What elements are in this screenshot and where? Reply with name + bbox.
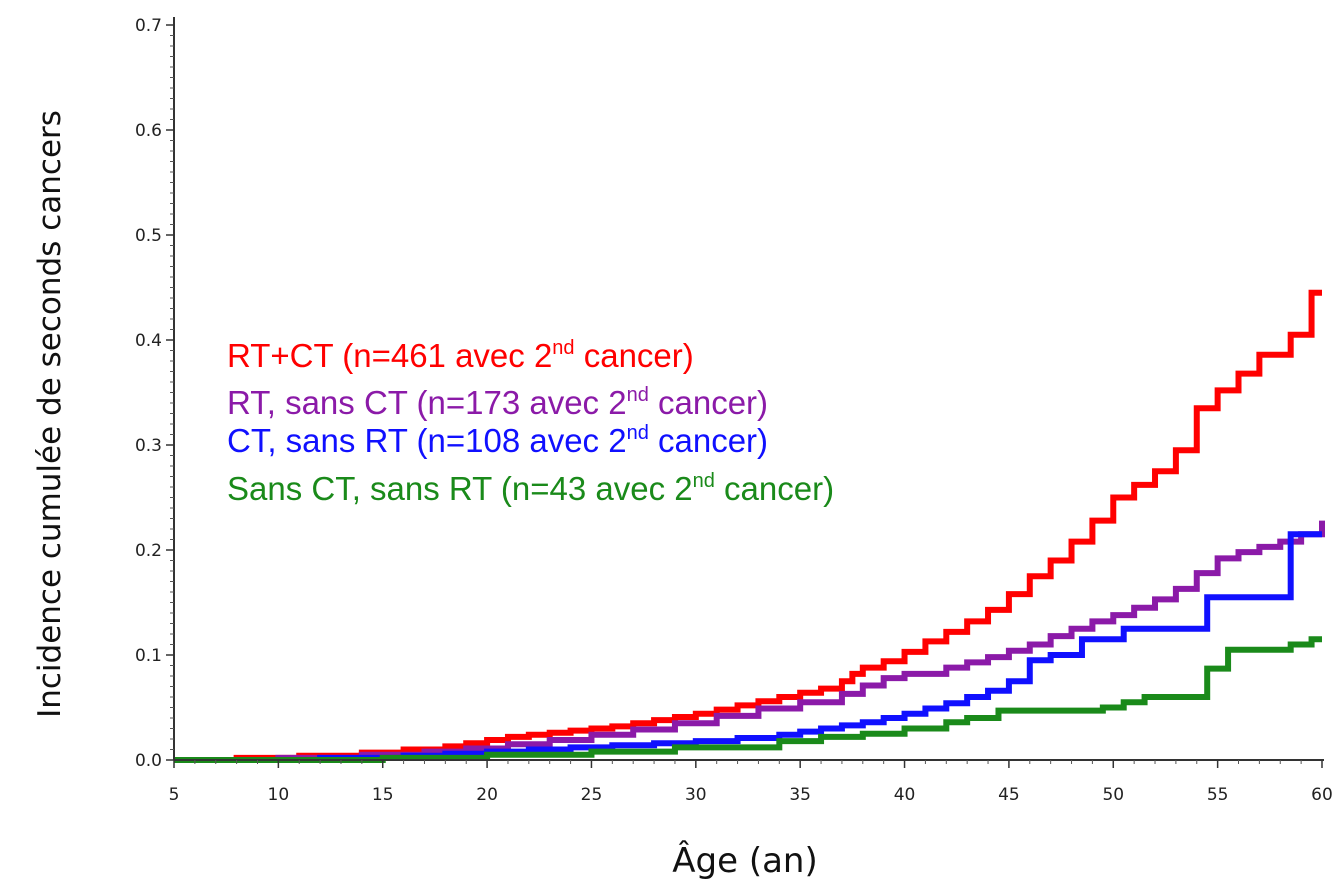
x-axis-title: Âge (an) (672, 840, 817, 881)
legend: RT+CT (n=461 avec 2nd cancer) RT, sans CT… (227, 337, 834, 507)
y-tick-label: 0.1 (135, 646, 162, 666)
x-tick-label: 60 (1311, 785, 1333, 805)
x-tick-label: 30 (685, 785, 707, 805)
y-tick-label: 0.4 (135, 331, 162, 351)
y-tick-label: 0.6 (135, 121, 162, 141)
x-tick-label: 55 (1207, 785, 1229, 805)
tick-layer: 5 10 15 20 25 30 35 40 45 50 55 60 0.0 0.1 0.2 0.3 0.4 0.… (135, 16, 1333, 805)
series-line (174, 289, 1322, 763)
x-tick-label: 10 (268, 785, 290, 805)
y-tick-label: 0.3 (135, 436, 162, 456)
x-tick-label: 35 (789, 785, 811, 805)
legend-entry: CT, sans RT (n=108 avec 2nd cancer) (227, 422, 768, 459)
y-tick-label: 0.2 (135, 541, 162, 561)
series-layer (174, 289, 1325, 763)
x-tick-label: 5 (169, 785, 180, 805)
y-tick-label: 0.5 (135, 226, 162, 246)
x-tick-label: 20 (476, 785, 498, 805)
series-line (174, 636, 1322, 763)
y-tick-label: 0.7 (135, 16, 162, 36)
series-line (174, 520, 1325, 763)
legend-entry: RT, sans CT (n=173 avec 2nd cancer) (227, 384, 768, 421)
x-tick-label: 15 (372, 785, 394, 805)
y-axis-title: Incidence cumulée de seconds cancers (32, 110, 68, 718)
y-tick-label: 0.0 (135, 751, 162, 771)
x-tick-label: 40 (894, 785, 916, 805)
x-tick-label: 45 (998, 785, 1020, 805)
series-line (174, 531, 1322, 763)
legend-entry: RT+CT (n=461 avec 2nd cancer) (227, 337, 694, 374)
x-tick-label: 50 (1102, 785, 1124, 805)
x-tick-label: 25 (581, 785, 603, 805)
legend-entry: Sans CT, sans RT (n=43 avec 2nd cancer) (227, 470, 834, 507)
